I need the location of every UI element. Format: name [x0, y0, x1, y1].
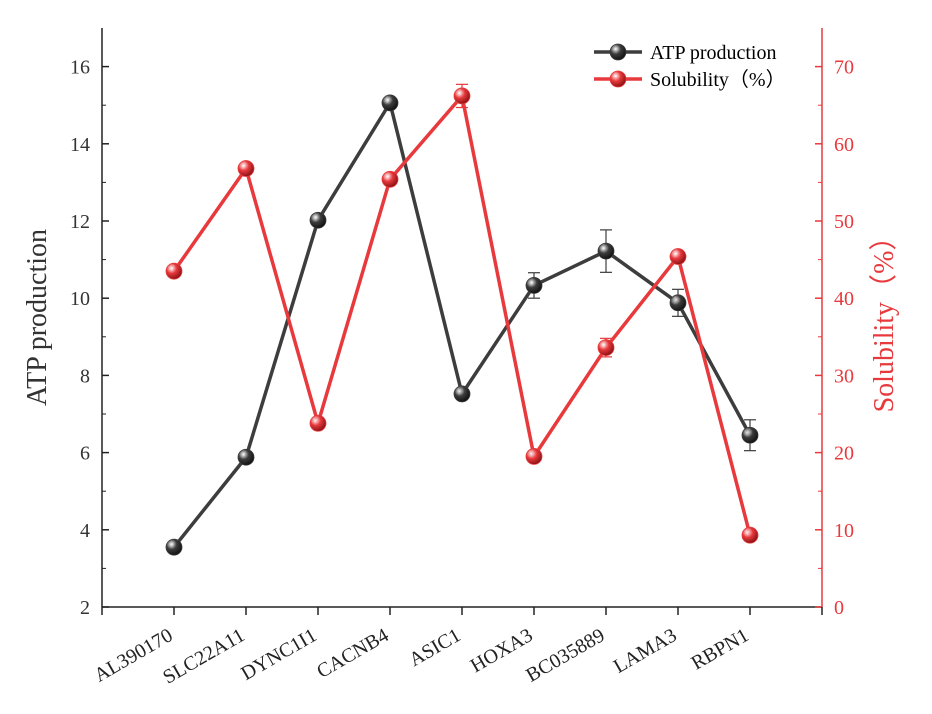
data-point: [165, 262, 183, 280]
data-point: [237, 448, 255, 466]
left-tick-label: 8: [80, 365, 90, 387]
right-tick-label: 0: [834, 597, 844, 619]
legend-label: ATP production: [650, 42, 776, 64]
left-tick-label: 2: [80, 597, 90, 619]
data-point: [741, 426, 759, 444]
left-tick-label: 10: [70, 288, 90, 310]
data-point: [525, 448, 543, 465]
left-tick-label: 12: [70, 211, 90, 233]
right-tick-label: 50: [834, 211, 854, 233]
data-point: [453, 87, 471, 105]
legend: ATP production Solubility（%）: [594, 42, 786, 91]
legend-marker: [609, 43, 627, 61]
legend-marker: [609, 70, 627, 88]
category-label: CACNB4: [313, 624, 392, 683]
series-line: [172, 92, 752, 536]
watermark-text: 知乎 @想看雪的瓜: [705, 662, 905, 690]
axes: 246810121416010203040506070AL390170SLC22…: [22, 28, 900, 689]
right-axis-title: Solubility（%）: [868, 223, 900, 413]
data-point: [669, 248, 687, 265]
category-label: LAMA3: [610, 624, 681, 677]
category-label: DYNC1I1: [237, 624, 320, 685]
data-point: [597, 339, 615, 357]
category-label: ASIC1: [405, 624, 464, 671]
left-axis-title: ATP production: [22, 229, 53, 406]
data-point: [309, 414, 327, 432]
left-tick-label: 4: [80, 520, 90, 542]
data-point: [453, 385, 471, 403]
left-tick-label: 16: [70, 57, 90, 79]
series-solubility: [165, 83, 759, 544]
series-line: [172, 98, 752, 549]
legend-label: Solubility（%）: [650, 68, 786, 91]
data-point: [165, 538, 183, 556]
series-atp-production: [165, 94, 759, 556]
data-point: [597, 242, 615, 260]
category-label: BC035889: [522, 624, 608, 686]
category-label: SLC22A11: [159, 624, 248, 688]
right-tick-label: 70: [834, 57, 854, 79]
data-point: [741, 526, 759, 544]
right-tick-label: 10: [834, 520, 854, 542]
data-point: [381, 94, 399, 112]
left-tick-label: 6: [80, 443, 90, 465]
data-point: [237, 160, 255, 177]
series-layer: [165, 83, 759, 556]
right-tick-label: 60: [834, 134, 854, 156]
data-point: [309, 211, 327, 229]
right-tick-label: 40: [834, 288, 854, 310]
right-tick-label: 20: [834, 443, 854, 465]
left-tick-label: 14: [70, 134, 90, 156]
data-point: [381, 170, 399, 188]
right-tick-label: 30: [834, 365, 854, 387]
data-point: [525, 277, 543, 294]
data-point: [669, 294, 687, 312]
